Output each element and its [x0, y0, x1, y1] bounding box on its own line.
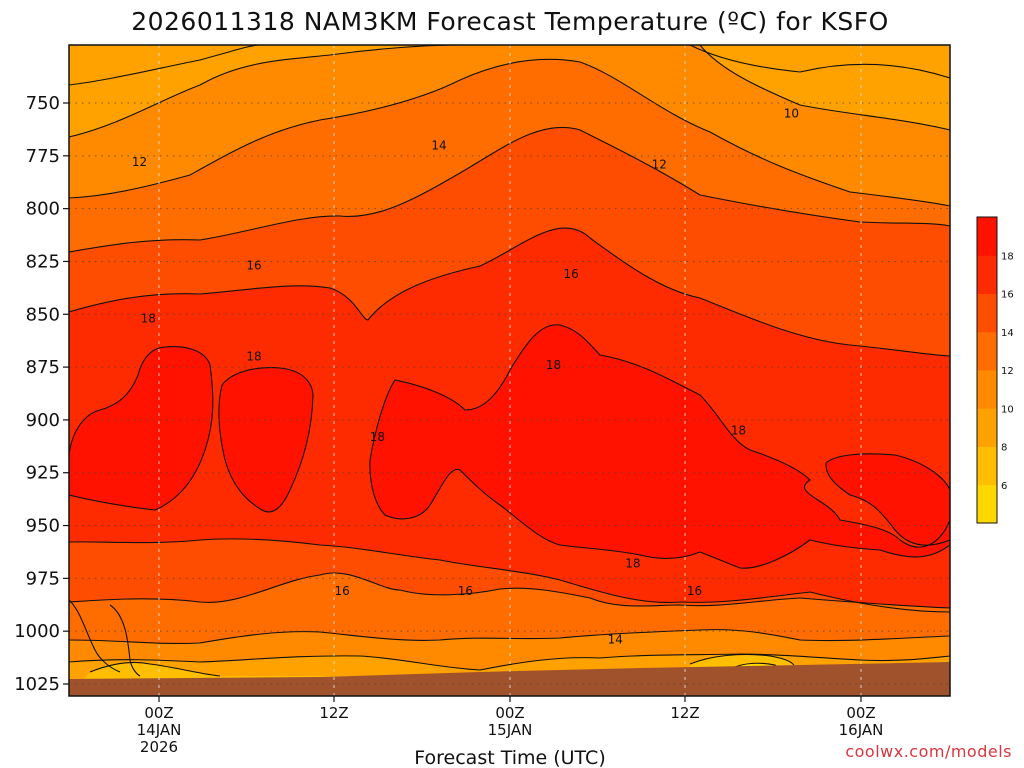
xtick-label-3-0: 12Z: [670, 704, 699, 722]
warm-cell-4: [825, 453, 950, 546]
ytick-label-975: 975: [26, 568, 60, 589]
contour-label-12: 12: [132, 155, 147, 169]
ytick-label-950: 950: [26, 516, 60, 537]
ytick-label-1000: 1000: [14, 621, 60, 642]
contour-18-cell-1: [69, 346, 214, 511]
contour-12: [69, 58, 950, 207]
contour-lines: [69, 45, 950, 677]
contour-18-cell-4: [825, 453, 950, 546]
contour-14: [69, 126, 950, 253]
contour-label-12: 12: [652, 157, 667, 171]
contour-10-low: [69, 653, 950, 671]
ytick-label-1025: 1025: [14, 674, 60, 695]
xtick-label-4-1: 16JAN: [839, 721, 884, 739]
xtick-label-1-0: 12Z: [319, 704, 348, 722]
contour-10-b: [69, 45, 261, 86]
warm-cell-2: [218, 367, 313, 512]
colorbar-swatch-6: [977, 255, 997, 294]
contour-label-14: 14: [431, 138, 446, 152]
contour-left-edge-wiggle: [69, 599, 121, 673]
contour-16-low: [69, 538, 950, 613]
xtick-label-2-1: 15JAN: [488, 721, 533, 739]
contour-labels: 10 12 12 14 14 16 16 16 16 16 18 18 18 18 18 18: [132, 107, 799, 647]
contour-16: [69, 227, 950, 357]
xtick-label-4-0: 00Z: [846, 704, 875, 722]
colorbar-tick-10: 10: [1001, 404, 1014, 415]
xtick-label-2-0: 00Z: [495, 704, 524, 722]
contour-label-14: 14: [608, 633, 623, 647]
ytick-label-925: 925: [26, 463, 60, 484]
colorbar-frame: [976, 216, 998, 524]
colorbar-tick-12: 12: [1001, 366, 1014, 377]
colorbar-swatch-1: [977, 446, 997, 486]
ytick-label-850: 850: [26, 304, 60, 325]
credit-text[interactable]: coolwx.com/models: [845, 742, 1012, 761]
contour-12-low: [69, 629, 950, 645]
ytick-label-775: 775: [26, 146, 60, 167]
contour-18-cell-3: [369, 324, 950, 569]
ytick-label-750: 750: [26, 93, 60, 114]
colorbar-tick-18: 18: [1001, 251, 1014, 262]
contour-14-low: [69, 572, 950, 609]
contour-label-16: 16: [564, 267, 579, 281]
xtick-label-0-0: 00Z: [144, 704, 173, 722]
colorbar-tick-8: 8: [1001, 443, 1007, 454]
contour-label-18: 18: [141, 311, 156, 325]
contour-label-18: 18: [370, 430, 385, 444]
colorbar-swatch-3: [977, 370, 997, 409]
ytick-label-800: 800: [26, 199, 60, 220]
y-axis: 750 775 800 825 850 875 900 925 950 975 1000 1025: [14, 93, 69, 695]
contour-10: [69, 45, 950, 138]
contour-left-edge-wiggle-2: [109, 604, 141, 677]
contour-10-c: [689, 45, 950, 79]
ytick-label-825: 825: [26, 251, 60, 272]
contour-label-18: 18: [546, 358, 561, 372]
contour-18-cell-2: [218, 367, 314, 513]
colorbar-swatch-2: [977, 408, 997, 447]
xtick-label-0-2: 2026: [140, 738, 178, 756]
contour-label-18: 18: [625, 557, 640, 571]
contour-label-18: 18: [731, 423, 746, 437]
colorbar-swatch-7: [977, 217, 997, 256]
contour-label-16: 16: [334, 584, 349, 598]
colorbar-swatch-4: [977, 331, 997, 371]
plot-area: 10 12 12 14 14 16 16 16 16 16 18 18 18 18 18 18: [69, 45, 950, 696]
colorbar-swatch-5: [977, 293, 997, 333]
x-axis-label: Forecast Time (UTC): [414, 747, 605, 768]
contour-label-18: 18: [246, 350, 261, 364]
contour-label-16: 16: [458, 584, 473, 598]
colorbar-tick-6: 6: [1001, 481, 1007, 492]
ytick-label-875: 875: [26, 357, 60, 378]
contour-label-16: 16: [687, 584, 702, 598]
contour-label-16: 16: [246, 259, 261, 273]
warm-cell-3: [369, 324, 950, 569]
warm-cell-1: [69, 346, 213, 510]
colorbar-tick-16: 16: [1001, 290, 1014, 301]
colorbar: 6 8 10 12 14 16 18: [976, 216, 1014, 524]
colorbar-swatch-0: [977, 484, 997, 524]
contour-label-10: 10: [784, 107, 799, 121]
colorbar-tick-14: 14: [1001, 328, 1014, 339]
xtick-label-0-1: 14JAN: [137, 721, 182, 739]
ytick-label-900: 900: [26, 410, 60, 431]
chart-title: 2026011318 NAM3KM Forecast Temperature (…: [131, 7, 889, 36]
